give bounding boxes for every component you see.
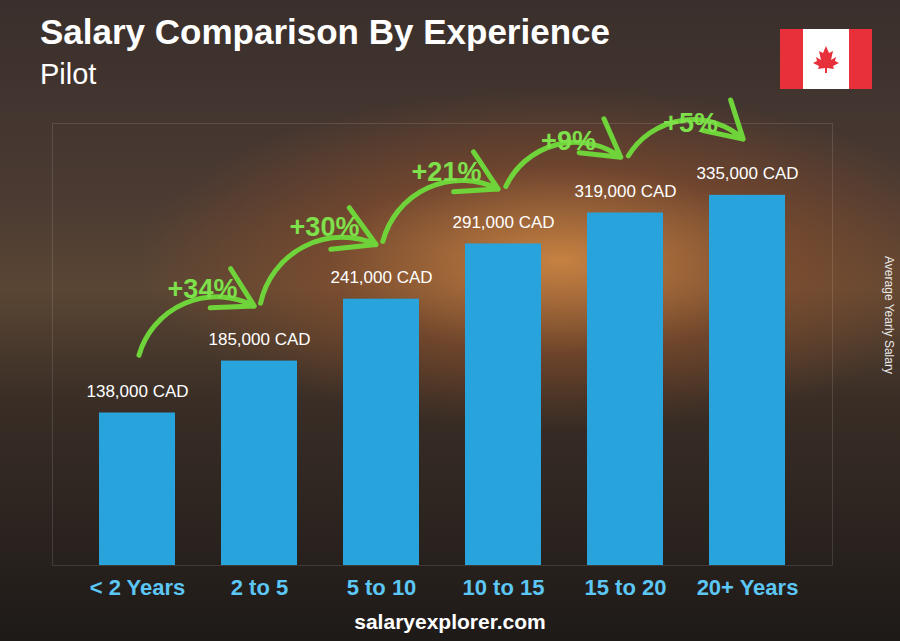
svg-text:+21%: +21% [412, 157, 482, 187]
html-text:salaryexplorer.com: salaryexplorer.com [354, 610, 546, 633]
svg-text:15 to 20: 15 to 20 [585, 575, 667, 600]
svg-text:335,000 CAD: 335,000 CAD [696, 164, 798, 183]
svg-text:5 to 10: 5 to 10 [347, 575, 417, 600]
svg-text:185,000 CAD: 185,000 CAD [208, 330, 310, 349]
svg-text:241,000 CAD: 241,000 CAD [330, 268, 432, 287]
svg-text:+30%: +30% [290, 212, 360, 242]
html-text:Salary Comparison By Experienc: Salary Comparison By Experience [40, 12, 610, 51]
svg-text:2 to 5: 2 to 5 [231, 575, 288, 600]
svg-text:< 2 Years: < 2 Years [90, 575, 186, 600]
html-text:Pilot: Pilot [40, 58, 97, 90]
svg-text:10 to 15: 10 to 15 [463, 575, 545, 600]
svg-text:319,000 CAD: 319,000 CAD [574, 182, 676, 201]
svg-text:+5%: +5% [663, 108, 718, 138]
svg-text:20+ Years: 20+ Years [697, 575, 799, 600]
html-text:Average Yearly Salary: Average Yearly Salary [882, 256, 896, 374]
svg-text:+34%: +34% [168, 274, 238, 304]
svg-text:291,000 CAD: 291,000 CAD [452, 213, 554, 232]
svg-text:138,000 CAD: 138,000 CAD [86, 382, 188, 401]
svg-text:+9%: +9% [541, 126, 596, 156]
